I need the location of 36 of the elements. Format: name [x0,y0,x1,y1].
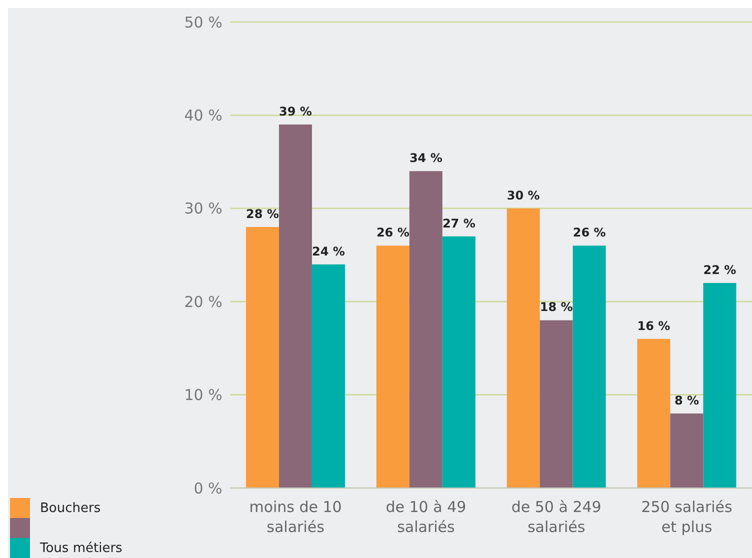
x-tick-label: 250 salariés et plus [641,498,733,536]
data-label: 24 % [312,244,345,258]
bar [409,171,442,488]
bar [703,282,736,488]
data-label: 34 % [409,151,442,166]
bar [572,246,606,488]
data-label: 26 % [572,226,606,240]
data-label: 18 % [540,300,573,314]
y-tick-label: 40 % [184,106,222,125]
data-label: 16 % [637,318,670,333]
bar [278,124,312,488]
data-label: 26 % [376,226,410,240]
bar [376,246,410,488]
data-label: 28 % [246,207,279,222]
y-tick-label: 10 % [184,386,222,404]
x-tick-label: moins de 10 salariés [249,498,342,536]
data-label: 22 % [703,262,736,277]
y-tick-label: 50 % [184,13,222,32]
bar [312,264,345,488]
legend-label: Bouchers [40,500,101,516]
bar [670,413,704,488]
x-tick-label: de 10 à 49 salariés [386,498,466,536]
y-tick-label: 20 % [184,292,222,311]
bar [246,227,279,488]
x-tick-label: de 50 à 249 salariés [511,498,602,536]
y-tick-label: 0 % [194,479,222,498]
bar [540,320,573,488]
y-tick-label: 30 % [184,200,222,218]
legend-label: Tous métiers [40,540,122,556]
data-label: 30 % [506,188,540,202]
bar [442,236,476,488]
bar [637,338,670,488]
bar [506,208,540,488]
data-label: 8 % [674,393,700,408]
data-label: 39 % [279,104,312,119]
data-label: 27 % [442,216,476,230]
